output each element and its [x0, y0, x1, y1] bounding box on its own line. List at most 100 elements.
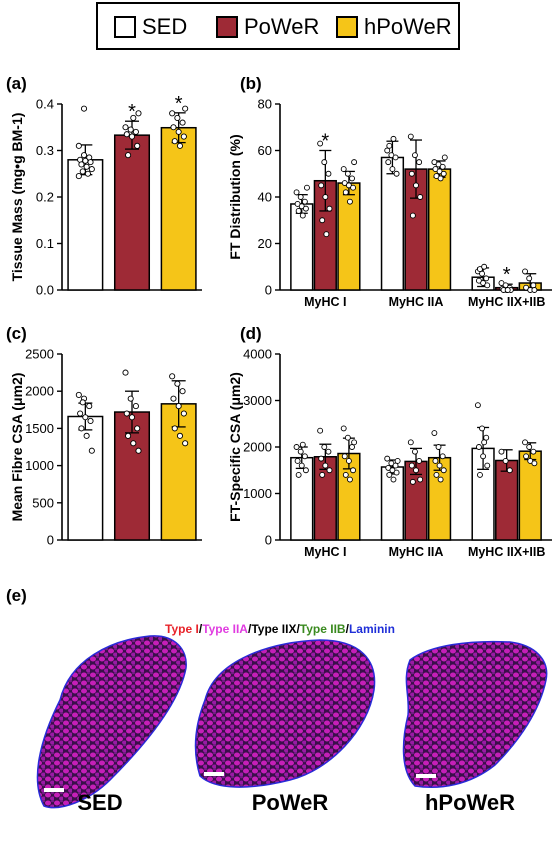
scale-bar-sed — [44, 788, 64, 792]
bar — [290, 456, 314, 541]
data-point — [474, 402, 481, 409]
data-point — [135, 110, 142, 117]
data-point — [342, 189, 349, 196]
data-point — [326, 467, 333, 474]
data-point — [75, 142, 82, 149]
data-point — [484, 462, 491, 469]
data-point — [439, 453, 446, 460]
data-point — [295, 471, 302, 478]
data-point — [435, 444, 442, 450]
data-point — [502, 458, 509, 464]
data-point — [304, 184, 310, 191]
data-point — [408, 462, 415, 469]
data-point — [294, 458, 301, 464]
data-point — [123, 410, 130, 417]
data-point — [481, 263, 488, 270]
data-point — [88, 166, 95, 173]
legend-label-sed: SED — [142, 14, 188, 39]
data-point — [302, 467, 309, 474]
y-tick-label: 2000 — [25, 384, 54, 399]
legend-item-power: PoWeR — [216, 14, 319, 40]
legend: SED PoWeR hPoWeR — [96, 2, 460, 50]
bar — [67, 159, 104, 291]
data-point — [174, 114, 181, 121]
data-point — [412, 152, 418, 159]
y-tick-label: 0 — [265, 533, 272, 548]
bar — [518, 450, 542, 541]
data-point — [182, 440, 189, 447]
data-point — [531, 287, 538, 293]
data-point — [298, 462, 305, 469]
data-point — [439, 163, 446, 170]
data-point — [180, 133, 187, 140]
data-point — [479, 270, 486, 277]
x-tick-label: MyHC IIX+IIB — [468, 545, 545, 559]
y-tick-label: 80 — [258, 97, 272, 112]
tissue-sections — [36, 635, 548, 809]
tissue-section-power — [194, 639, 376, 788]
data-point — [530, 448, 537, 455]
data-point — [169, 373, 176, 380]
legend-item-hpower: hPoWeR — [336, 14, 452, 40]
y-tick-label: 40 — [258, 190, 272, 205]
data-point — [319, 471, 326, 478]
data-point — [174, 380, 181, 387]
data-point — [349, 175, 355, 182]
data-point — [176, 142, 184, 149]
data-point — [301, 453, 308, 460]
y-tick-label: 2500 — [25, 347, 54, 362]
data-point — [440, 170, 447, 177]
data-point — [127, 126, 134, 133]
y-axis-label: Mean Fibre CSA (μm2) — [9, 373, 25, 522]
data-point — [394, 458, 401, 464]
legend-swatch-hpower — [336, 16, 358, 38]
data-point — [386, 471, 393, 478]
data-point — [340, 425, 347, 432]
significance-marker: * — [321, 131, 329, 153]
data-point — [322, 194, 329, 200]
bar — [427, 168, 452, 291]
y-axis-label: FT-Specific CSA (μm2) — [227, 372, 243, 522]
data-point — [344, 434, 351, 441]
data-point — [77, 410, 84, 417]
x-tick-label: MyHC IIA — [389, 545, 444, 559]
data-point — [125, 152, 132, 159]
data-point — [437, 175, 444, 182]
data-point — [302, 205, 309, 212]
data-point — [484, 282, 491, 289]
x-tick-label: MyHC I — [304, 545, 346, 559]
data-point — [431, 430, 438, 436]
stain-type-i: Type I — [165, 622, 199, 636]
data-point — [350, 184, 357, 191]
stain-separator: / — [345, 622, 349, 636]
data-point — [413, 467, 419, 474]
significance-marker: * — [175, 93, 183, 115]
data-point — [128, 133, 136, 140]
data-point — [297, 448, 304, 455]
panel-label-c: (c) — [6, 324, 27, 343]
data-point — [351, 159, 358, 166]
data-point — [526, 444, 533, 450]
data-point — [80, 152, 88, 159]
data-point — [432, 458, 439, 464]
bar — [495, 459, 519, 541]
data-point — [319, 217, 326, 224]
data-point — [390, 476, 397, 483]
data-point — [506, 467, 513, 474]
data-point — [522, 439, 528, 446]
data-point — [531, 460, 538, 467]
data-point — [417, 476, 424, 483]
data-point — [481, 439, 488, 446]
data-point — [409, 478, 416, 485]
data-point — [326, 205, 333, 212]
data-point — [346, 198, 353, 205]
data-point — [325, 170, 332, 177]
y-tick-label: 0.1 — [36, 236, 54, 251]
data-point — [123, 131, 130, 138]
data-point — [170, 395, 177, 402]
data-point — [386, 142, 393, 149]
data-point — [317, 427, 324, 434]
data-point — [169, 110, 176, 117]
y-tick-label: 0 — [265, 283, 272, 298]
section-label-hpower: hPoWeR — [424, 790, 516, 815]
